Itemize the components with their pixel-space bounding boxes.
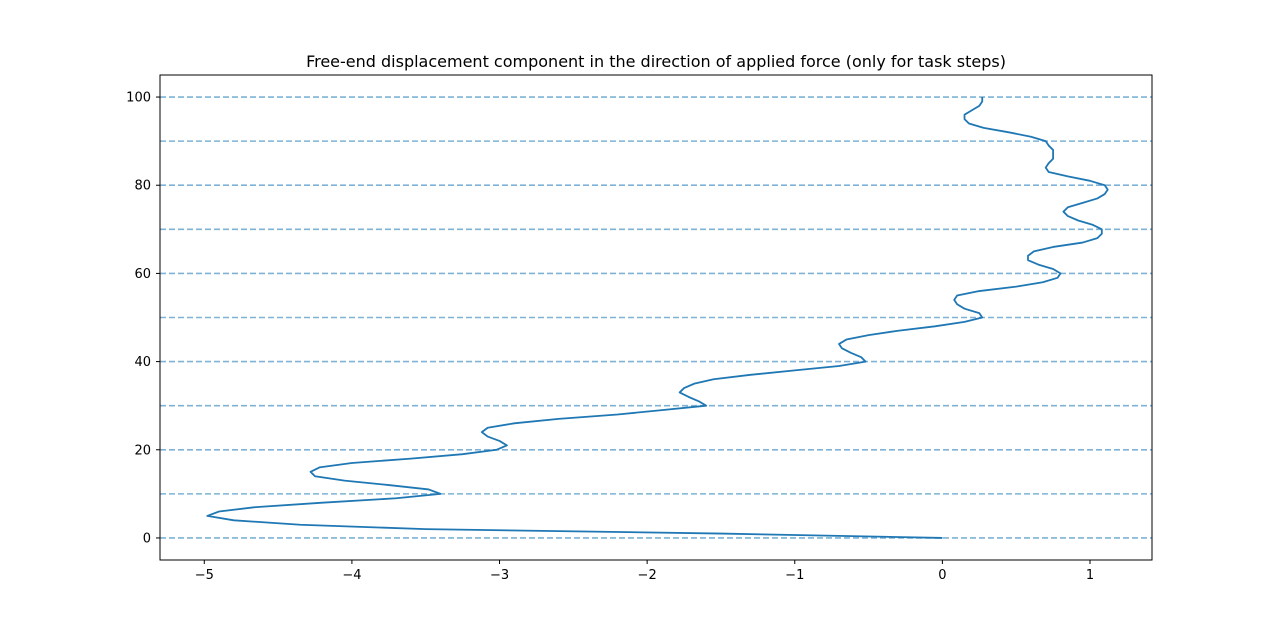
y-tick-label: 80 (134, 179, 151, 194)
x-tick-label: −2 (638, 568, 657, 583)
plot-frame (159, 74, 1153, 561)
x-tick-label: −5 (195, 568, 214, 583)
y-tick-label: 0 (143, 531, 151, 546)
x-tick-label: −3 (490, 568, 509, 583)
y-tick-label: 60 (134, 267, 151, 282)
y-tick-label: 40 (134, 355, 151, 370)
y-tick-label: 20 (134, 443, 151, 458)
x-tick-label: 0 (938, 568, 946, 583)
x-tick-label: −1 (785, 568, 804, 583)
chart-title: Free-end displacement component in the d… (306, 52, 1006, 71)
reference-lines (160, 96, 1152, 539)
x-tick-label: 1 (1086, 568, 1094, 583)
series-line (206, 97, 1109, 539)
y-tick-label: 100 (126, 91, 151, 106)
x-tick-label: −4 (342, 568, 361, 583)
series-layer (206, 97, 1109, 539)
